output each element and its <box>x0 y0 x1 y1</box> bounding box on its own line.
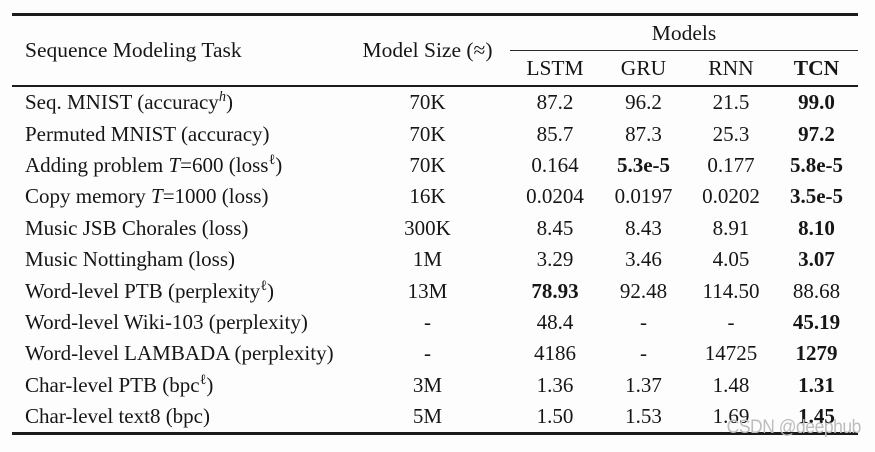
value-cell: 1.69 <box>712 404 750 429</box>
task-cell: Word-level PTB (perplexityℓ) <box>25 277 274 303</box>
value-cell: 5.8e-5 <box>789 152 844 177</box>
value-cell: - <box>727 309 735 334</box>
table-row: Word-level LAMBADA (perplexity) - 4186 - 147… <box>12 338 858 369</box>
col-header-model-size: Model Size (≈) <box>345 14 510 87</box>
task-cell: Seq. MNIST (accuracyh) <box>25 89 233 115</box>
value-cell: 1.48 <box>712 372 750 397</box>
value-cell: 8.10 <box>798 215 835 240</box>
value-cell: 8.45 <box>536 215 574 240</box>
task-cell: Adding problem T=600 (lossℓ) <box>25 151 283 177</box>
value-cell: 99.0 <box>798 90 835 115</box>
value-cell: 0.0204 <box>526 184 584 209</box>
value-cell: - <box>640 341 647 366</box>
col-header-gru: GRU <box>600 50 687 87</box>
value-cell: 8.91 <box>712 215 750 240</box>
value-cell: 0.0202 <box>702 184 760 209</box>
value-cell: 3.07 <box>798 247 835 272</box>
table-row: Permuted MNIST (accuracy) 70K 85.7 87.3 25.3… <box>12 118 858 149</box>
col-header-tcn: TCN <box>775 50 858 87</box>
size-cell: 3M <box>412 372 443 397</box>
value-cell: 3.5e-5 <box>789 184 844 209</box>
value-cell: 1.53 <box>625 404 662 429</box>
value-cell: 114.50 <box>702 278 760 303</box>
table-row: Char-level PTB (bpcℓ) 3M 1.36 1.37 1.48 1.31 <box>12 370 858 401</box>
value-cell: 14725 <box>704 341 758 366</box>
size-cell: 70K <box>409 90 446 115</box>
value-cell: 25.3 <box>712 121 750 146</box>
value-cell: 97.2 <box>798 121 835 146</box>
value-cell: 1.50 <box>536 404 574 429</box>
value-cell: 1.31 <box>798 372 835 397</box>
col-header-lstm: LSTM <box>510 50 600 87</box>
table-row: Copy memory T=1000 (loss) 16K 0.0204 0.0197… <box>12 181 858 212</box>
value-cell: 48.4 <box>536 309 574 334</box>
value-cell: 45.19 <box>792 309 841 334</box>
value-cell: 5.3e-5 <box>616 152 671 177</box>
table-header: Sequence Modeling Task Model Size (≈) Mo… <box>12 14 858 87</box>
value-cell: 21.5 <box>712 90 750 115</box>
col-header-models-group: Models <box>510 14 858 51</box>
task-cell: Music JSB Chorales (loss) <box>25 215 249 240</box>
size-cell: 13M <box>407 278 448 303</box>
value-cell: 78.93 <box>531 278 579 303</box>
value-cell: 0.0197 <box>614 184 673 209</box>
value-cell: 0.164 <box>531 152 579 177</box>
results-table: Sequence Modeling Task Model Size (≈) Mo… <box>12 13 858 436</box>
value-cell: 1.45 <box>798 404 835 429</box>
value-cell: 96.2 <box>625 90 662 115</box>
value-cell: - <box>640 309 647 334</box>
value-cell: 4.05 <box>712 247 750 272</box>
value-cell: 1279 <box>795 341 838 366</box>
task-cell: Music Nottingham (loss) <box>25 247 235 272</box>
task-cell: Char-level text8 (bpc) <box>25 404 211 429</box>
value-cell: 85.7 <box>536 121 574 146</box>
task-cell: Permuted MNIST (accuracy) <box>25 121 270 146</box>
value-cell: 0.177 <box>707 152 755 177</box>
size-cell: 300K <box>404 215 451 240</box>
col-header-task: Sequence Modeling Task <box>12 14 345 87</box>
size-cell: 16K <box>409 184 446 209</box>
value-cell: 87.3 <box>625 121 662 146</box>
task-cell: Word-level Wiki-103 (perplexity) <box>25 309 308 334</box>
table-row: Adding problem T=600 (lossℓ) 70K 0.164 5.3e… <box>12 150 858 181</box>
col-header-rnn: RNN <box>687 50 775 87</box>
value-cell: 1.36 <box>536 372 574 397</box>
task-cell: Word-level LAMBADA (perplexity) <box>25 341 334 366</box>
value-cell: 4186 <box>534 341 576 366</box>
value-cell: 88.68 <box>792 278 841 303</box>
table-row: Music Nottingham (loss) 1M 3.29 3.46 4.05 3.0… <box>12 244 858 275</box>
table-row: Word-level Wiki-103 (perplexity) - 48.4 - - 4… <box>12 307 858 338</box>
value-cell: 1.37 <box>625 372 662 397</box>
size-cell: 5M <box>412 404 443 429</box>
value-cell: 8.43 <box>625 215 662 240</box>
task-cell: Char-level PTB (bpcℓ) <box>25 371 214 397</box>
table-body: Seq. MNIST (accuracyh) 70K 87.2 96.2 21.5 99.… <box>12 86 858 434</box>
table-row: Seq. MNIST (accuracyh) 70K 87.2 96.2 21.5 99.… <box>12 86 858 118</box>
size-cell: - <box>424 341 431 366</box>
table-row: Word-level PTB (perplexityℓ) 13M 78.93 92.4… <box>12 275 858 306</box>
size-cell: - <box>424 309 431 334</box>
model-columns-row: LSTM GRU RNN TCN <box>12 50 858 87</box>
csdn-watermark: CSDN @deephub <box>726 417 862 438</box>
value-cell: 3.46 <box>625 247 662 272</box>
value-cell: 87.2 <box>536 90 574 115</box>
value-cell: 3.29 <box>536 247 574 272</box>
size-cell: 1M <box>412 247 443 272</box>
size-cell: 70K <box>409 152 446 177</box>
task-cell: Copy memory T=1000 (loss) <box>25 184 269 209</box>
value-cell: 92.48 <box>619 278 668 303</box>
size-cell: 70K <box>409 121 446 146</box>
table-row: Char-level text8 (bpc) 5M 1.50 1.53 1.69 1.45 <box>12 401 858 434</box>
table-row: Music JSB Chorales (loss) 300K 8.45 8.43 8.9… <box>12 213 858 244</box>
